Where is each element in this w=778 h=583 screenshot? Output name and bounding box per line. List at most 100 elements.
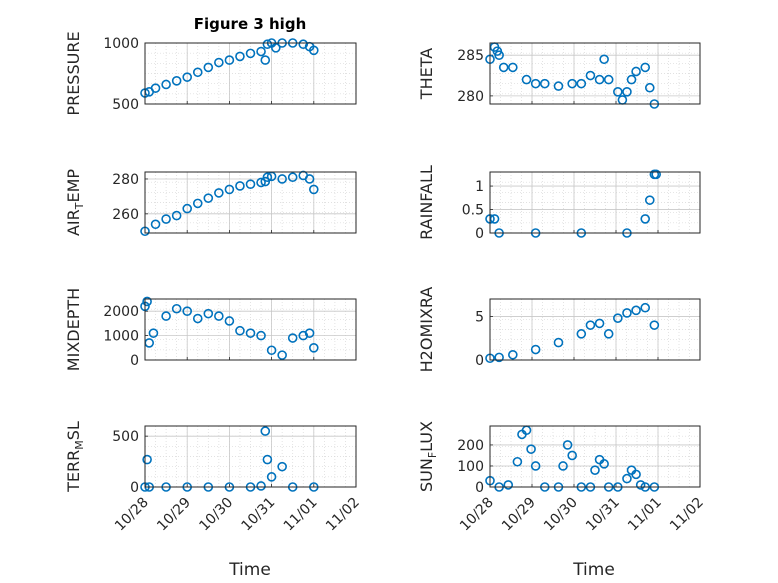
axes-box [489,171,701,234]
data-point [224,184,235,195]
data-point [622,308,632,318]
data-point [651,169,661,180]
y-axis-label: TERRMSL [64,421,86,493]
data-point [599,459,609,469]
x-tick-label: 10/31 [239,495,279,535]
data-point [308,45,319,56]
data-point [260,426,271,436]
data-point [521,74,532,85]
data-point [192,313,203,324]
data-point [148,328,159,338]
data-point [576,329,587,339]
data-point [224,55,235,65]
data-point [161,311,171,321]
x-tick-label: 10/29 [154,495,194,535]
data-point [644,82,655,93]
data-point [171,303,182,314]
data-point [508,349,518,360]
data-point [503,480,514,490]
data-point [567,78,577,89]
data-point [631,469,641,480]
data-point [277,350,287,360]
subplot-7: 0 500 10/28 10/29 10/30 10/31 11/01 11/02 TERRMS… [64,421,363,534]
y-tick-label: 5 [475,309,484,325]
y-tick-label: 100 [457,459,484,475]
subplot-8: 0 100 200 10/28 10/29 10/30 10/31 11/01 11/02 SUN… [417,421,707,534]
data-point [649,320,660,330]
data-point [594,318,605,329]
y-tick-label: 280 [112,172,139,188]
axes-box [489,42,701,105]
data-point [585,70,596,81]
x-tick-label: 10/28 [112,495,152,535]
data-point [266,345,277,356]
axes-box [144,298,357,361]
figure-title: Figure 3 high [194,15,307,33]
y-tick-label: 500 [112,429,139,445]
data-point [182,72,192,82]
x-axis-label-left: Time [228,560,271,580]
y-tick-label: 2000 [103,304,139,320]
data-point [235,181,245,191]
data-point [214,311,224,321]
y-tick-label: 1000 [103,329,139,345]
data-point [576,78,587,89]
subplot-1: 500 1000 PRESSURE [64,31,357,116]
data-point [171,210,182,221]
y-tick-label: 1000 [103,36,139,52]
data-point [203,62,214,73]
data-point [530,344,541,355]
data-point [526,444,536,454]
subplot-4: 0 0.5 1 RAINFALL [417,165,701,242]
y-tick-label: 500 [112,97,139,113]
data-point [214,188,224,198]
y-tick-label: 200 [457,438,484,454]
data-point [262,172,273,183]
data-point [494,50,504,61]
data-point [298,39,309,50]
data-point [304,174,315,184]
data-point [182,203,192,214]
data-point [631,66,641,77]
data-point [590,465,600,475]
data-point [562,440,573,450]
data-point [640,62,651,73]
data-point [161,79,171,90]
data-point [512,456,523,467]
data-point [308,184,319,195]
data-point [594,74,605,85]
x-tick-label: 10/31 [583,495,623,535]
axes-box [144,42,357,105]
data-point [640,302,651,313]
x-tick-label: 11/01 [625,495,665,535]
data-point [277,461,287,472]
data-point [498,62,509,73]
subplot-2: 280 285 THETA [417,42,701,109]
data-point [567,450,577,461]
data-point [298,330,309,341]
data-point [224,316,235,326]
data-point [150,219,161,230]
data-point [644,195,655,205]
subplot-6: 0 5 H2OMIXRA [417,287,701,372]
data-point [260,55,271,65]
data-point [235,325,245,336]
data-point [142,296,152,307]
data-point [266,472,277,482]
data-point [203,193,214,203]
data-point [530,461,541,471]
data-point [558,461,568,471]
x-tick-label: 10/30 [196,495,236,535]
x-axis-label-right: Time [572,560,615,580]
data-point [635,480,646,490]
data-point [530,78,541,89]
data-point [553,81,564,91]
y-tick-label: 0 [130,353,139,369]
axes-box [144,171,357,234]
data-point [603,329,614,339]
data-point [150,83,161,93]
data-point [262,39,273,50]
data-point [245,179,256,189]
data-point [287,333,298,343]
